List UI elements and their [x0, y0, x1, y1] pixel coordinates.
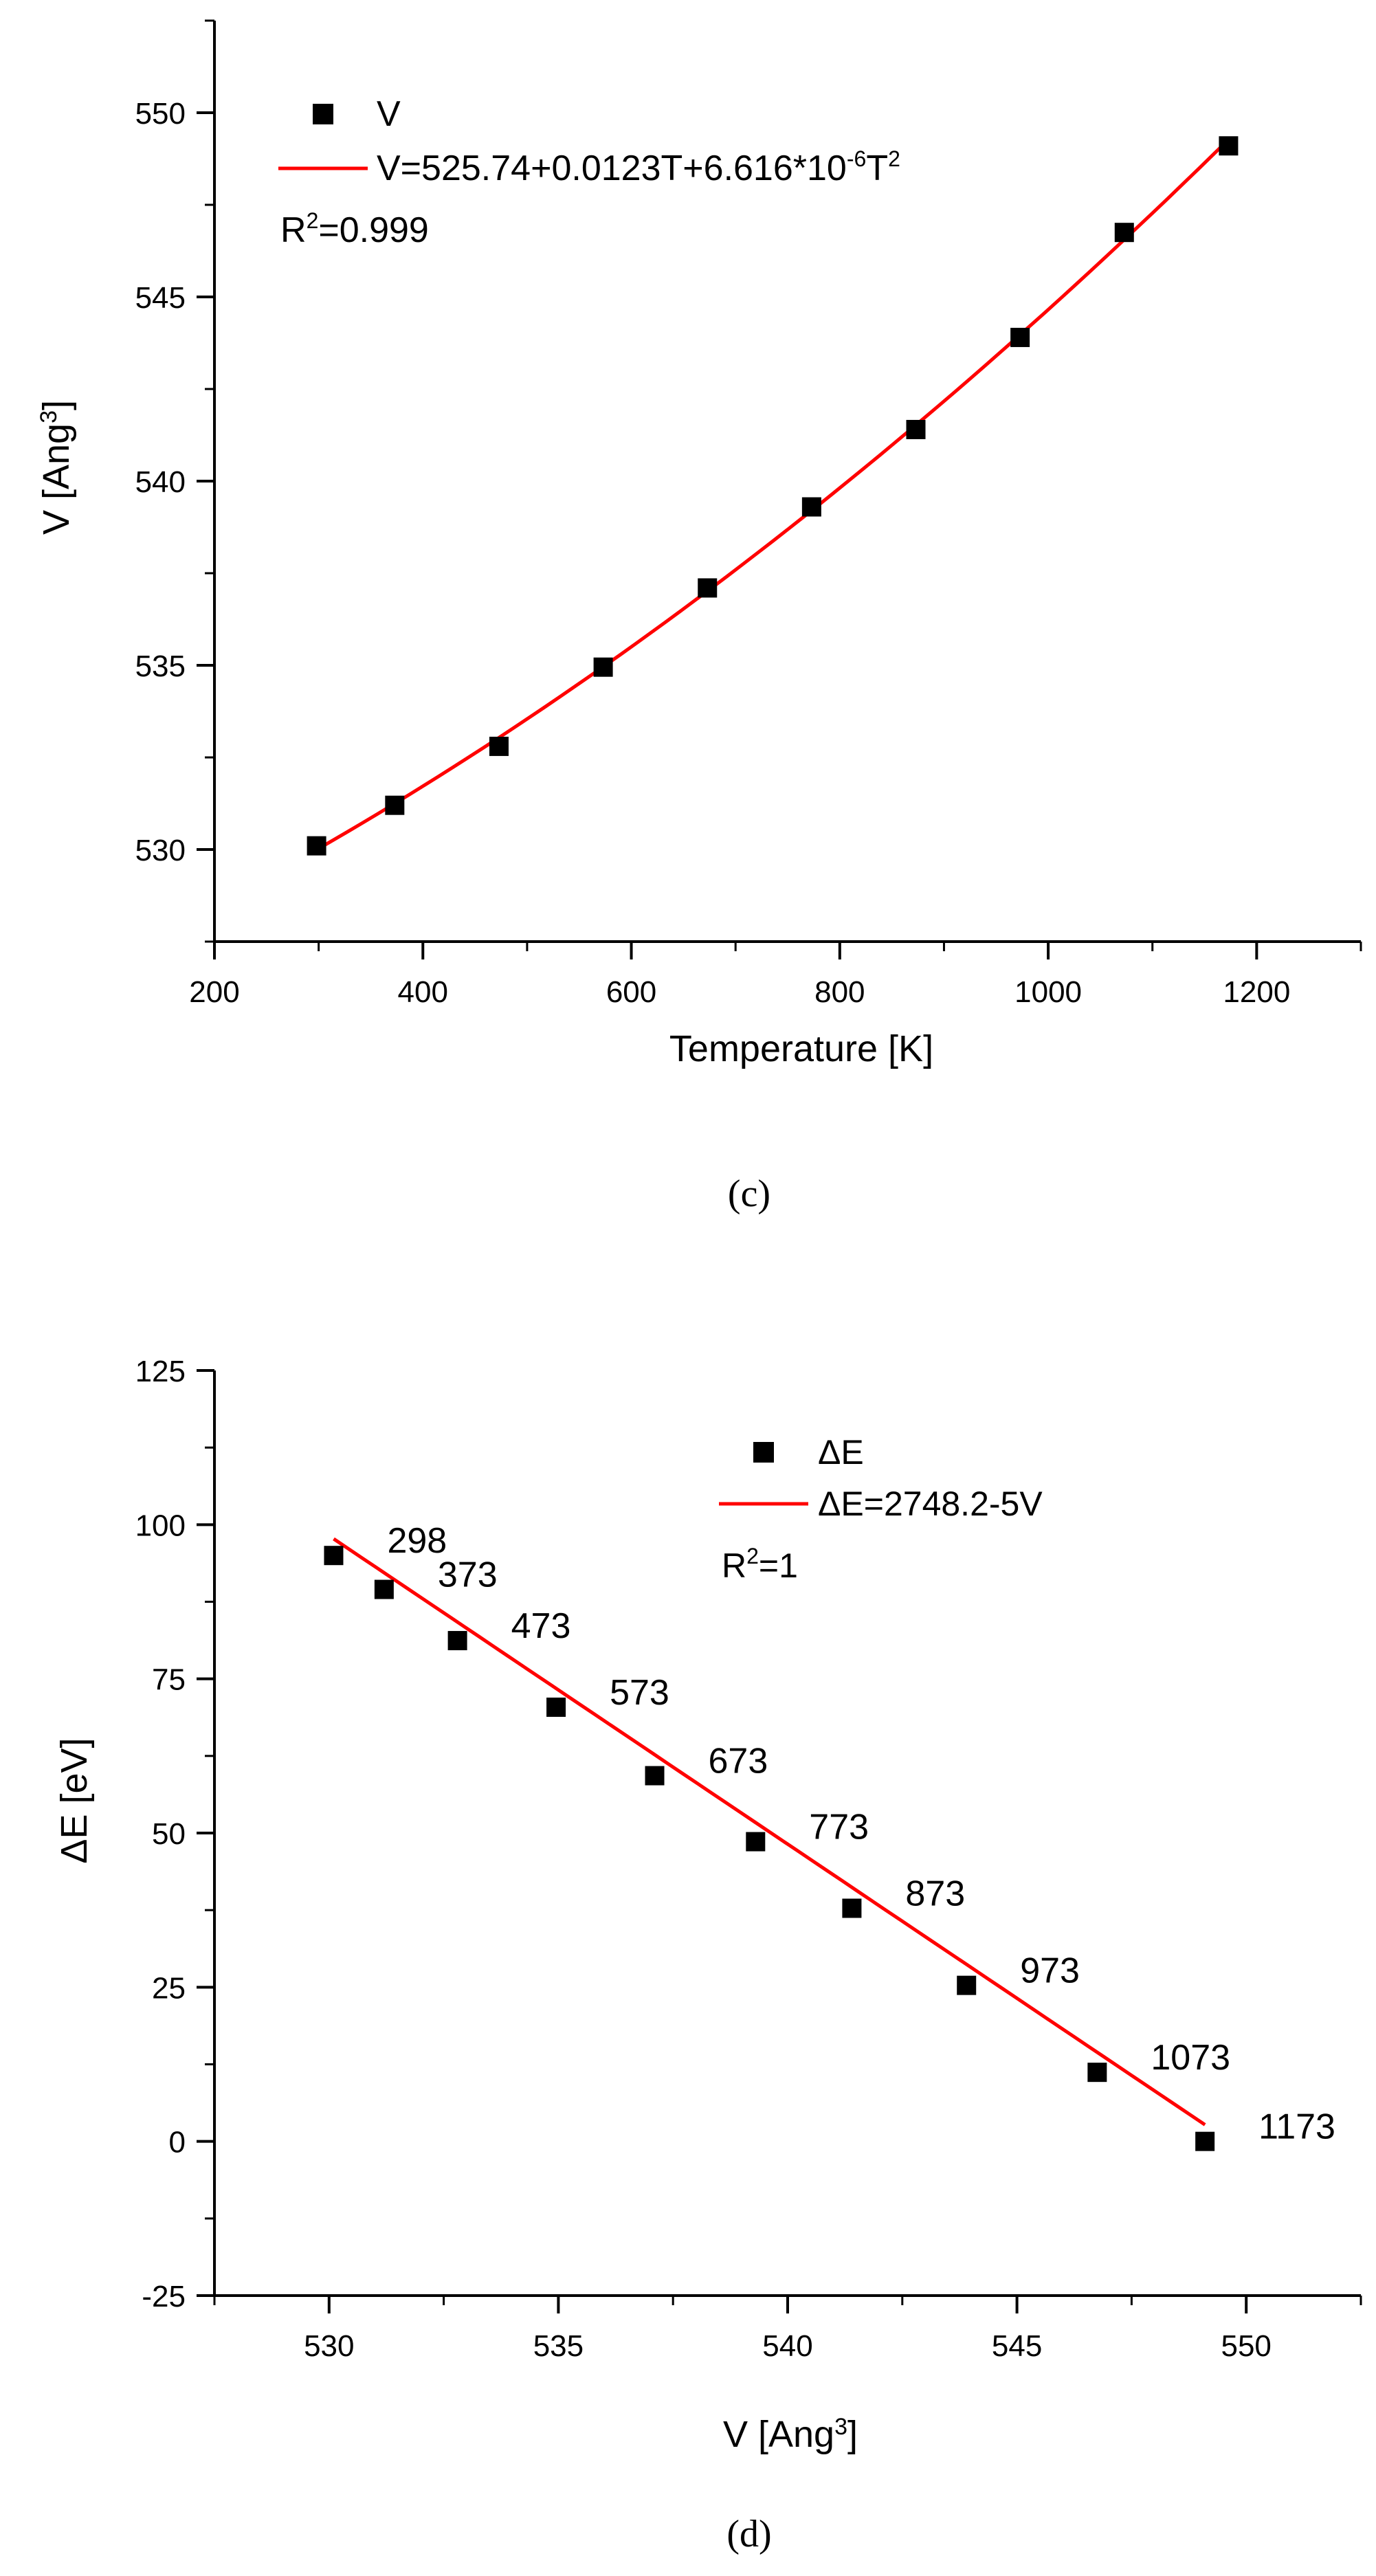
chart-c-x-tick-label: 600 — [606, 975, 656, 1009]
chart-d-legend-point-label: ΔE — [818, 1433, 864, 1472]
chart-d-legend-r2-value: =1 — [759, 1546, 798, 1585]
chart-c-data-point — [906, 419, 926, 439]
chart-d-y-tick-label: 50 — [152, 1817, 186, 1851]
chart-d-point-label: 473 — [511, 1606, 571, 1646]
chart-c-tick-labels: 200 400 600 800 1000 1200 530 535 540 545 550 — [135, 97, 1291, 1009]
chart-d-x-tick-label: 535 — [533, 2329, 584, 2363]
chart-c-legend-point-marker — [313, 104, 333, 124]
chart-c-x-tick-label: 1000 — [1014, 975, 1082, 1009]
chart-c-data-point — [801, 497, 821, 517]
chart-d-points — [324, 1546, 1215, 2151]
chart-d-tick-labels: 530 535 540 545 550 -25 0 25 50 75 100 125 — [135, 1355, 1272, 2363]
chart-d-legend: ΔE ΔE=2748.2-5V R2=1 — [719, 1433, 1043, 1585]
chart-c-data-point — [489, 736, 509, 756]
chart-d-legend-r2: R2=1 — [722, 1544, 798, 1585]
chart-c-y-axis-label-main: V [Ang — [36, 423, 77, 535]
chart-c-legend-r2: R2=0.999 — [280, 208, 429, 250]
chart-c-legend-r2-main: R — [280, 210, 307, 250]
chart-c-data-point — [385, 795, 405, 815]
chart-c-legend-line-sup1: -6 — [847, 146, 866, 171]
chart-d-y-tick-label: 100 — [135, 1509, 186, 1542]
chart-d-x-axis-label-sup: 3 — [834, 2414, 847, 2440]
chart-d-legend-line-label: ΔE=2748.2-5V — [818, 1485, 1043, 1523]
chart-c-y-axis-label-close: ] — [36, 400, 77, 410]
chart-d-data-point — [957, 1975, 977, 1995]
chart-d-y-axis-label: ΔE [eV] — [54, 1737, 95, 1863]
chart-c-x-tick-label: 200 — [189, 975, 239, 1009]
chart-d-x-tick-label: 540 — [762, 2329, 812, 2363]
chart-c-axes — [197, 19, 1362, 959]
chart-d-y-tick-label: 75 — [152, 1663, 186, 1697]
chart-d-point-label: 673 — [709, 1742, 768, 1781]
chart-c-panel-label: (c) — [728, 1173, 770, 1215]
chart-d-y-tick-label: 25 — [152, 1971, 186, 2005]
chart-d-x-tick-label: 545 — [992, 2329, 1042, 2363]
chart-d-y-tick-label: 0 — [169, 2126, 186, 2159]
chart-d-point-label: 573 — [610, 1673, 669, 1713]
chart-d-point-label: 1073 — [1151, 2038, 1230, 2078]
chart-c-legend-r2-value: =0.999 — [318, 210, 429, 250]
chart-c-y-axis-label: V [Ang3] — [36, 400, 77, 535]
chart-d-data-point — [842, 1898, 862, 1918]
chart-c-legend-point-label: V — [377, 94, 401, 134]
chart-d-data-point — [746, 1832, 766, 1852]
chart-c-y-tick-label: 535 — [135, 649, 186, 683]
chart-c-x-tick-label: 400 — [398, 975, 448, 1009]
chart-c-legend: V V=525.74+0.0123T+6.616*10-6T2 R2=0.999 — [278, 94, 900, 250]
chart-d-y-tick-label: -25 — [142, 2280, 186, 2313]
chart-d-point-label: 873 — [905, 1874, 965, 1913]
chart-c-data-point — [1219, 136, 1239, 156]
chart-d-fit-line — [333, 1537, 1206, 2127]
chart-c-x-tick-label: 800 — [814, 975, 865, 1009]
chart-d-point-label: 298 — [387, 1521, 447, 1561]
chart-c-legend-line-sup2: 2 — [888, 146, 900, 171]
chart-d-x-axis-label-close: ] — [847, 2414, 858, 2455]
chart-d-data-point — [1087, 2063, 1107, 2083]
chart-d-data-point — [324, 1546, 344, 1566]
chart-c-data-point — [1114, 223, 1134, 243]
chart-c-y-tick-label: 540 — [135, 465, 186, 499]
chart-d-x-axis-label-main: V [Ang — [723, 2414, 834, 2455]
chart-d-data-point — [1195, 2131, 1215, 2151]
chart-c-fit-line — [315, 138, 1230, 852]
chart-c-legend-line-label: V=525.74+0.0123T+6.616*10-6T2 — [377, 146, 900, 188]
chart-d-y-tick-label: 125 — [135, 1355, 186, 1388]
chart-d: 530 535 540 545 550 -25 0 25 50 75 100 125 V [Ang3]… — [54, 1355, 1362, 2555]
chart-d-data-point — [447, 1631, 467, 1651]
chart-d-data-point — [645, 1766, 665, 1786]
chart-c-legend-line-main: V=525.74+0.0123T+6.616*10 — [377, 148, 847, 188]
chart-c-data-point — [307, 836, 326, 856]
chart-d-legend-r2-sup: 2 — [746, 1544, 759, 1568]
chart-d-point-label: 1173 — [1258, 2107, 1335, 2147]
chart-c-legend-line-mid: T — [866, 148, 888, 188]
chart-d-axes — [197, 1369, 1362, 2313]
chart-d-x-tick-label: 530 — [304, 2329, 354, 2363]
chart-c-points — [307, 136, 1239, 856]
chart-d-point-label: 373 — [438, 1555, 498, 1595]
chart-d-x-tick-label: 550 — [1221, 2329, 1271, 2363]
chart-d-x-axis-label: V [Ang3] — [723, 2414, 858, 2455]
chart-c-y-tick-label: 530 — [135, 834, 186, 867]
chart-c-y-tick-label: 550 — [135, 97, 186, 131]
chart-c-x-axis-label: Temperature [K] — [669, 1028, 933, 1069]
chart-c-data-point — [1010, 327, 1030, 347]
chart-d-legend-r2-main: R — [722, 1546, 746, 1585]
chart-c-data-point — [698, 578, 718, 598]
chart-d-legend-point-marker — [753, 1442, 774, 1463]
chart-c-legend-r2-sup: 2 — [307, 208, 319, 233]
chart-d-data-point — [374, 1579, 394, 1599]
chart-d-data-point — [546, 1697, 566, 1717]
chart-c-data-point — [593, 657, 613, 677]
chart-c-y-axis-label-sup: 3 — [36, 410, 62, 423]
chart-d-point-label: 773 — [809, 1808, 869, 1847]
chart-d-panel-label: (d) — [726, 2513, 771, 2555]
chart-d-point-label: 973 — [1020, 1951, 1080, 1991]
chart-c: 200 400 600 800 1000 1200 530 535 540 545 550 Temp… — [36, 19, 1362, 1215]
chart-c-y-tick-label: 545 — [135, 281, 186, 315]
chart-c-x-tick-label: 1200 — [1223, 975, 1290, 1009]
